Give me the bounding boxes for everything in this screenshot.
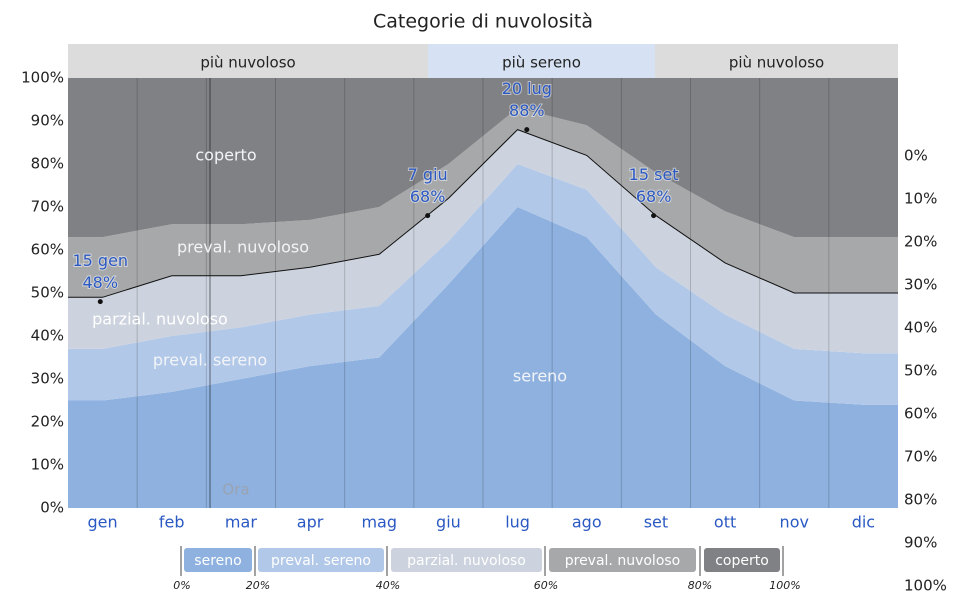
- annotation-dot: [524, 127, 530, 133]
- legend-swatch: [184, 548, 252, 572]
- y-tick-label: 60%: [31, 241, 64, 259]
- legend-scale-label: 100%: [769, 579, 800, 592]
- area: [68, 207, 898, 508]
- y2-tick-label: 50%: [904, 362, 937, 380]
- x-tick-label: ago: [572, 513, 602, 532]
- x-tick-label: mar: [225, 513, 257, 532]
- y-tick-label: 40%: [31, 327, 64, 345]
- area: [68, 129, 898, 354]
- now-label: Ora: [222, 481, 249, 499]
- legend-label: preval. nuvoloso: [565, 553, 681, 569]
- y2-tick-label: 20%: [904, 233, 937, 251]
- annotation-dot: [651, 213, 657, 219]
- y-tick-label: 30%: [31, 370, 64, 388]
- y-tick-label: 20%: [31, 413, 64, 431]
- top-band: [68, 44, 428, 78]
- y-tick-label: 80%: [31, 155, 64, 173]
- area-label: parzial. nuvoloso: [92, 310, 228, 329]
- y2-tick-label: 70%: [904, 448, 937, 466]
- top-band: [655, 44, 898, 78]
- annotation-label: 48%: [82, 273, 118, 292]
- boundary-line: [68, 129, 898, 298]
- annotation-dot: [97, 299, 103, 305]
- y2-tick-label: 0%: [904, 147, 928, 165]
- annotation-label: 68%: [636, 187, 672, 206]
- y2-tick-label: 100%: [904, 577, 947, 595]
- x-tick-label: ott: [714, 513, 736, 532]
- x-tick-label: set: [644, 513, 668, 532]
- y2-tick-label: 30%: [904, 276, 937, 294]
- y2-tick-label: 10%: [904, 190, 937, 208]
- area: [68, 78, 898, 238]
- y2-tick-label: 80%: [904, 491, 937, 509]
- area: [68, 164, 898, 405]
- area-label: preval. nuvoloso: [177, 238, 309, 257]
- y-tick-label: 100%: [21, 69, 64, 87]
- top-band-label: più nuvoloso: [729, 54, 824, 72]
- chart-title: Categorie di nuvolosità: [373, 11, 593, 33]
- legend-swatch: [391, 548, 542, 572]
- x-tick-label: gen: [88, 513, 118, 532]
- legend-scale-label: 40%: [376, 579, 400, 592]
- y-tick-label: 90%: [31, 112, 64, 130]
- annotation-date: 15 set: [629, 165, 679, 184]
- area-label: preval. sereno: [153, 351, 267, 370]
- x-tick-label: feb: [159, 513, 185, 532]
- x-tick-label: apr: [297, 513, 324, 532]
- y2-tick-label: 40%: [904, 319, 937, 337]
- legend-scale-label: 60%: [534, 579, 558, 592]
- legend-swatch: [704, 548, 780, 572]
- y-tick-label: 10%: [31, 456, 64, 474]
- y2-tick-label: 60%: [904, 405, 937, 423]
- legend-swatch: [549, 548, 696, 572]
- top-band-label: più sereno: [502, 54, 581, 72]
- annotation-date: 15 gen: [72, 251, 128, 270]
- y2-tick-label: 90%: [904, 534, 937, 552]
- y-tick-label: 0%: [40, 499, 64, 517]
- x-tick-label: mag: [361, 513, 397, 532]
- annotation-dot: [425, 213, 431, 219]
- x-tick-label: giu: [436, 513, 461, 532]
- x-tick-label: lug: [505, 513, 530, 532]
- y-tick-label: 50%: [31, 284, 64, 302]
- annotation-date: 20 lug: [502, 79, 552, 98]
- y-tick-label: 70%: [31, 198, 64, 216]
- annotation-label: 88%: [509, 101, 545, 120]
- legend-swatch: [258, 548, 384, 572]
- legend-scale-label: 20%: [246, 579, 270, 592]
- top-band-label: più nuvoloso: [200, 54, 295, 72]
- area-label: sereno: [513, 367, 567, 386]
- area: [68, 108, 898, 298]
- legend-scale-label: 80%: [688, 579, 712, 592]
- area-label: coperto: [195, 146, 256, 165]
- x-tick-label: nov: [780, 513, 809, 532]
- legend-label: parzial. nuvoloso: [407, 553, 526, 569]
- top-band: [428, 44, 655, 78]
- legend-label: preval. sereno: [271, 553, 371, 569]
- legend-scale-label: 0%: [173, 579, 190, 592]
- x-tick-label: dic: [852, 513, 875, 532]
- annotation-date: 7 giu: [408, 165, 448, 184]
- annotation-label: 68%: [410, 187, 446, 206]
- legend-label: coperto: [715, 553, 769, 569]
- legend-label: sereno: [194, 553, 241, 569]
